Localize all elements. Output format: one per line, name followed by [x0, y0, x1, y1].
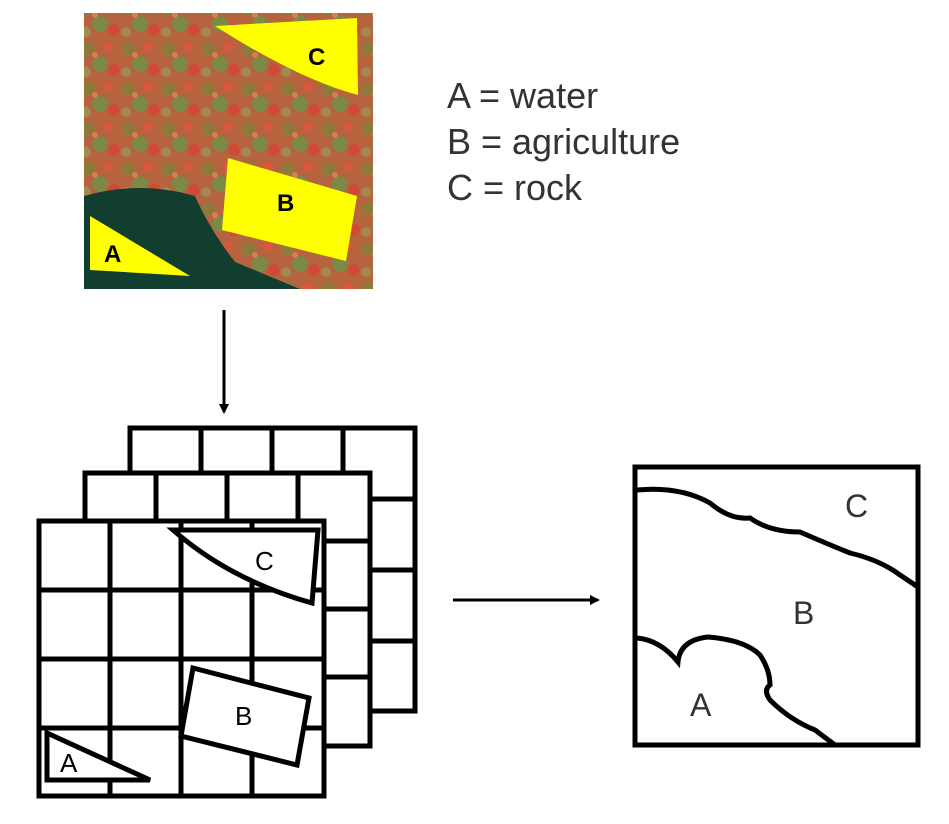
- grid-region-a: [44, 729, 152, 783]
- satellite-label-c: C: [308, 44, 325, 71]
- map-boundary-water: [636, 634, 837, 747]
- grid-label-b: B: [235, 701, 252, 731]
- grid-stack: C B A: [36, 425, 418, 799]
- satellite-label-b: B: [277, 190, 294, 217]
- grid-label-c: C: [255, 546, 274, 576]
- satellite-image: A B C: [84, 13, 373, 289]
- map-label-b: B: [793, 595, 814, 631]
- training-area-b: [222, 158, 357, 261]
- legend-item-water: A = water: [447, 75, 599, 116]
- map-label-a: A: [690, 687, 712, 723]
- legend-item-rock: C = rock: [447, 167, 583, 208]
- classified-map: C B A: [632, 464, 921, 748]
- training-area-c: [215, 18, 358, 95]
- grid-region-c: [166, 527, 321, 607]
- map-boundary-rock: [636, 486, 920, 590]
- training-area-a: [90, 216, 190, 276]
- satellite-label-a: A: [104, 241, 121, 268]
- grid-region-b: [178, 664, 312, 769]
- grid-label-a: A: [60, 748, 78, 778]
- map-label-c: C: [845, 488, 868, 524]
- map-frame: [632, 464, 921, 748]
- legend-item-agriculture: B = agriculture: [447, 121, 681, 162]
